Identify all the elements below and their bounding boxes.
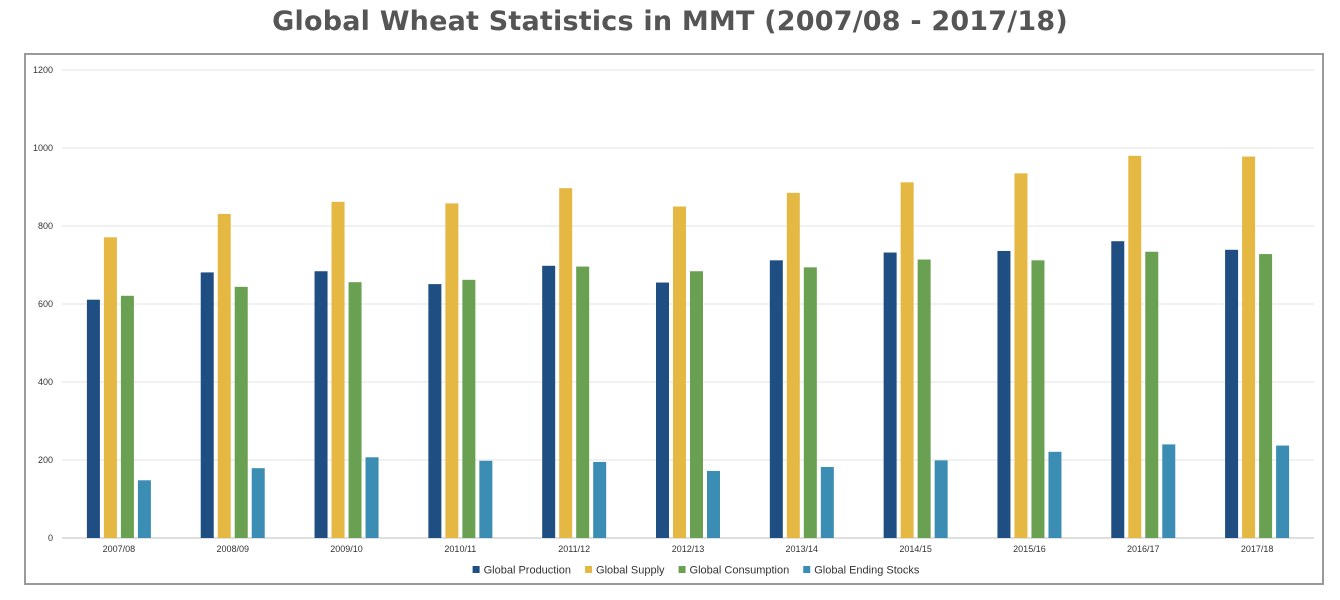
x-tick-label: 2016/17 [1127,544,1160,554]
bar [900,182,914,538]
legend-label: Global Consumption [690,565,790,577]
legend-label: Global Supply [596,565,665,577]
bar [1111,241,1125,538]
bar [137,480,151,538]
y-axis: 0 200 400 600 800 1000 1200 [33,65,53,543]
x-tick-label: 2009/10 [330,544,363,554]
y-tick-label: 1000 [33,143,53,153]
bar [883,252,897,538]
gridlines [62,69,1314,539]
bars [86,155,1290,539]
bar [593,461,607,538]
bar [234,286,248,538]
bar [820,467,834,538]
legend-label: Global Production [484,565,571,577]
bar [445,203,459,538]
x-tick-label: 2017/18 [1241,544,1274,554]
bar [479,460,493,538]
y-tick-label: 400 [38,377,53,387]
bar [348,282,362,538]
x-axis: 2007/08 2008/09 2009/10 2010/11 2011/12 2012/… [103,544,1274,554]
x-tick-label: 2007/08 [103,544,136,554]
legend-swatch [472,566,480,573]
bar [934,460,948,538]
y-tick-label: 600 [38,299,53,309]
bar [103,237,117,538]
bar [997,250,1011,538]
bar [1259,254,1273,538]
bar [656,282,669,538]
bar [251,468,265,538]
bar [769,260,783,538]
bar [1242,156,1256,538]
legend-label: Global Ending Stocks [814,565,920,577]
bar [1048,451,1062,538]
x-tick-label: 2014/15 [899,544,932,554]
bar [462,279,476,538]
x-tick-label: 2013/14 [786,544,819,554]
bar [1276,445,1290,538]
bar [1225,249,1239,539]
bar [803,267,817,538]
x-tick-label: 2008/09 [216,544,249,554]
y-tick-label: 1200 [33,65,53,75]
bar [200,272,214,538]
bar [1128,155,1142,539]
bar [1014,173,1028,538]
bar [428,284,442,538]
bar [217,213,231,538]
y-tick-label: 200 [38,455,53,465]
bar [1145,251,1159,539]
bar [365,457,379,538]
x-tick-label: 2015/16 [1013,544,1046,554]
bar [690,271,703,538]
y-tick-label: 800 [38,221,53,231]
bar [559,188,573,539]
legend: Global Production Global Supply Global Con… [472,565,920,577]
bar [576,266,590,538]
legend-swatch [803,566,811,573]
x-tick-label: 2011/12 [558,544,590,554]
legend-swatch [585,566,593,573]
chart-title: Global Wheat Statistics in MMT (2007/08 … [272,6,1068,37]
bar [1162,444,1176,538]
bar [542,265,556,538]
bar [673,206,686,538]
bar [314,271,328,538]
bar [120,295,134,538]
y-tick-label: 0 [48,533,53,543]
bar [786,192,800,538]
x-tick-label: 2012/13 [672,544,705,554]
bar [86,299,100,538]
bar [331,201,345,538]
x-tick-label: 2010/11 [444,544,476,554]
bar [1031,260,1045,538]
bar [917,259,931,538]
legend-swatch [678,566,686,573]
bar [707,470,720,538]
